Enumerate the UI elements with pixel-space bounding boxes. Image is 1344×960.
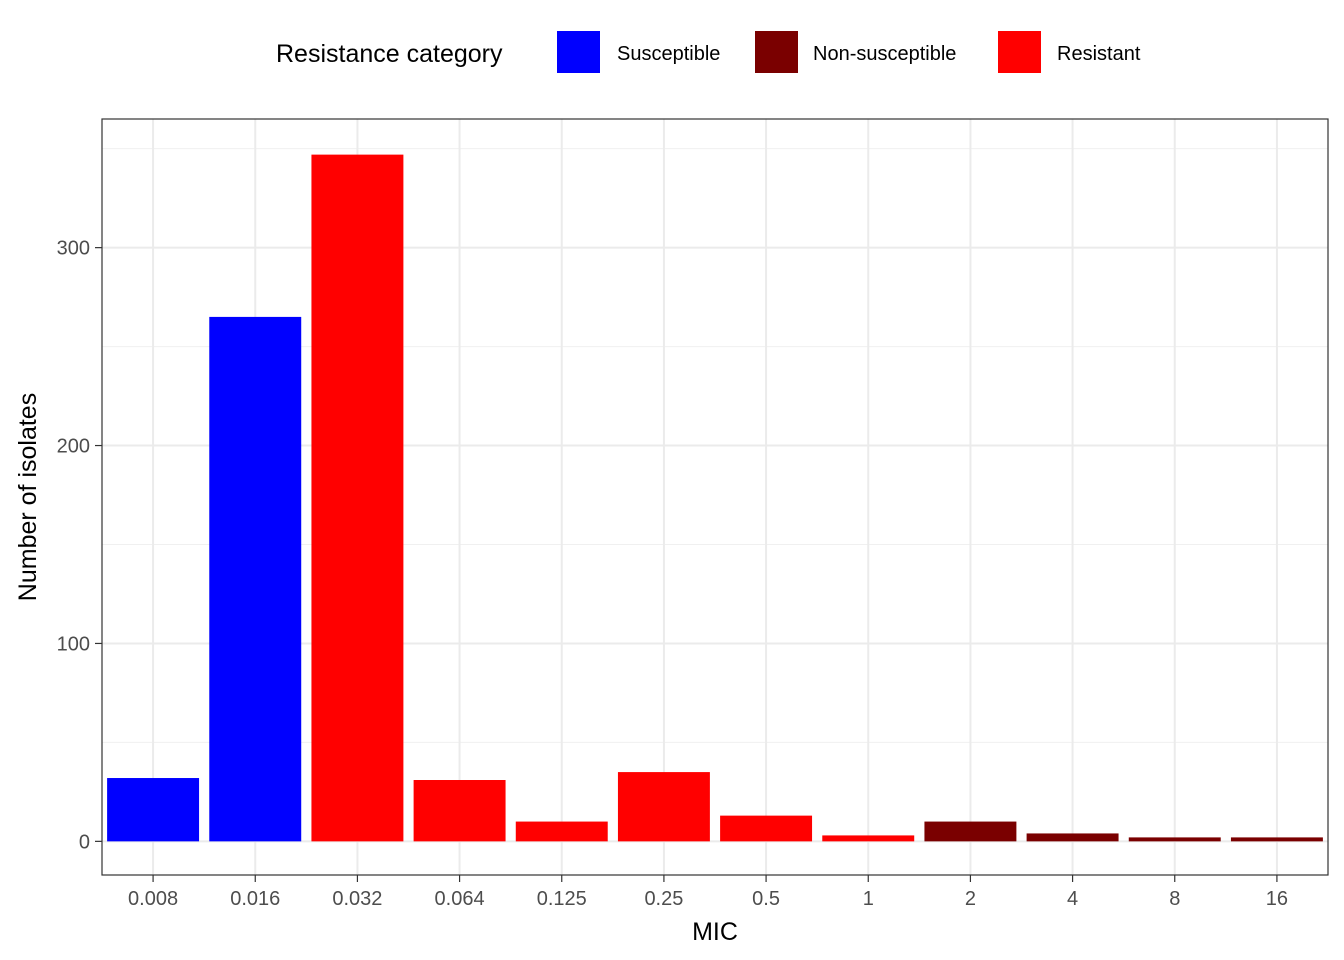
y-tick-label: 100 <box>57 633 90 655</box>
x-tick-label: 0.25 <box>644 888 683 910</box>
bar-0.125 <box>515 821 608 842</box>
plot-panel <box>102 119 1328 875</box>
x-tick-label: 0.125 <box>537 888 587 910</box>
bar-0.5 <box>720 815 813 842</box>
minor-gridlines <box>102 148 1328 743</box>
x-tick-label: 0.032 <box>332 888 382 910</box>
bar-2 <box>924 821 1017 842</box>
x-tick-label: 16 <box>1266 888 1288 910</box>
bars <box>107 154 1323 842</box>
x-axis: 0.008 0.016 0.032 0.064 0.125 0.25 0.5 1 2 4 8 16 <box>128 875 1288 910</box>
x-tick-label: 0.5 <box>752 888 780 910</box>
bar-1 <box>822 835 915 842</box>
bar-0.25 <box>617 772 710 842</box>
x-tick-label: 8 <box>1169 888 1180 910</box>
legend-key <box>755 31 798 73</box>
y-axis: 0 100 200 300 <box>57 238 102 853</box>
legend: Resistance category Susceptible Non-susce… <box>276 31 1141 73</box>
bar-8 <box>1128 837 1221 842</box>
x-tick-label: 0.016 <box>230 888 280 910</box>
bar-0.064 <box>413 780 506 842</box>
x-tick-label: 2 <box>965 888 976 910</box>
bar-0.016 <box>209 316 302 842</box>
x-tick-label: 0.008 <box>128 888 178 910</box>
bar-4 <box>1026 833 1119 842</box>
y-tick-label: 0 <box>79 831 90 853</box>
legend-label: Resistant <box>1057 43 1141 65</box>
x-axis-title: MIC <box>692 918 738 946</box>
x-tick-label: 4 <box>1067 888 1078 910</box>
legend-key <box>998 31 1041 73</box>
y-axis-title: Number of isolates <box>14 393 42 601</box>
y-tick-label: 300 <box>57 238 90 260</box>
legend-label: Susceptible <box>617 43 720 65</box>
y-tick-label: 200 <box>57 436 90 458</box>
plot-panel-border <box>101 118 1329 876</box>
legend-key <box>557 31 600 73</box>
bar-0.032 <box>311 154 404 842</box>
x-tick-label: 1 <box>863 888 874 910</box>
bar-0.008 <box>107 778 200 842</box>
legend-title: Resistance category <box>276 40 503 68</box>
legend-label: Non-susceptible <box>813 43 956 65</box>
bar-16 <box>1230 837 1323 842</box>
x-tick-label: 0.064 <box>435 888 485 910</box>
